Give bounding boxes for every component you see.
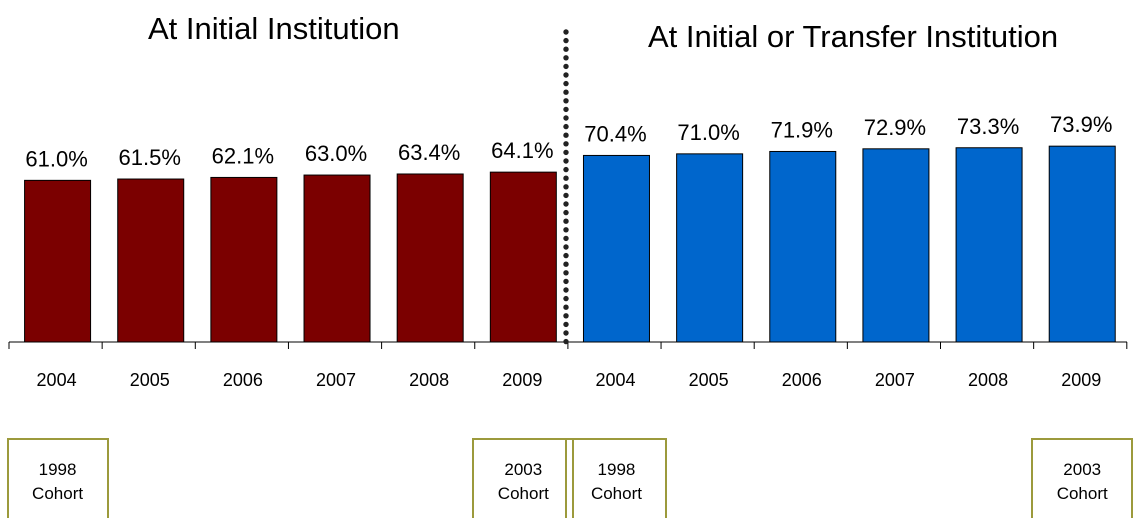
cohort-label: 1998 Cohort (32, 458, 83, 506)
data-label: 63.4% (398, 140, 460, 165)
cohort-box: 2003 Cohort (1031, 438, 1134, 518)
bar-transfer-2007 (862, 148, 930, 343)
data-label: 61.5% (119, 145, 181, 170)
group-separator-dot (563, 29, 569, 35)
group-separator-dot (563, 313, 569, 319)
bar-transfer-2009 (1048, 145, 1116, 343)
group-separator-dot (563, 123, 569, 130)
data-label: 70.4% (584, 121, 646, 146)
data-label: 62.1% (212, 143, 274, 168)
group-separator-dot (563, 55, 569, 61)
cohort-label: 1998 Cohort (591, 458, 642, 506)
x-tick-label: 2006 (223, 370, 263, 390)
x-tick-label: 2008 (409, 370, 449, 390)
cohort-word: Cohort (32, 484, 84, 503)
cohort-box: 1998 Cohort (565, 438, 668, 518)
data-label: 73.9% (1050, 112, 1112, 137)
group-separator-dot (563, 252, 569, 259)
group-separator-dot (563, 98, 569, 104)
bar-initial-2004 (24, 179, 92, 343)
group-separator-dot (563, 132, 569, 138)
group-separator-dot (563, 270, 569, 276)
bar-initial-2008 (396, 173, 464, 343)
data-label: 72.9% (864, 115, 926, 140)
group-separator-dot (563, 295, 569, 302)
title-initial-or-transfer: At Initial or Transfer Institution (648, 19, 1059, 54)
cohort-word: Cohort (1056, 484, 1108, 503)
x-tick-label: 2004 (37, 370, 77, 390)
x-tick-label: 2006 (782, 370, 822, 390)
x-tick-label: 2008 (968, 370, 1008, 390)
x-tick-label: 2007 (316, 370, 356, 390)
cohort-year: 1998 (38, 460, 77, 479)
bar-initial-2005 (117, 178, 185, 343)
group-separator-dot (563, 175, 569, 181)
bar-initial-2007 (303, 174, 371, 343)
group-separator-dot (563, 201, 569, 207)
group-separator-dot (563, 227, 569, 233)
group-separator-dot (563, 278, 569, 285)
cohort-label: 2003 Cohort (498, 458, 549, 506)
bar-transfer-2006 (769, 150, 837, 343)
group-separator-dot (563, 37, 569, 44)
cohort-box: 2003 Cohort (472, 438, 575, 518)
group-separator-dot (563, 115, 569, 121)
group-separator-dot (563, 46, 569, 52)
title-initial-institution: At Initial Institution (148, 11, 400, 46)
x-tick-label: 2009 (1061, 370, 1101, 390)
group-separator-dot (563, 261, 569, 267)
group-separator-dot (563, 338, 569, 345)
group-separator-dot (563, 192, 569, 199)
data-label: 71.9% (771, 117, 833, 142)
group-separator-dot (563, 158, 569, 164)
group-separator-dot (563, 330, 569, 336)
cohort-word: Cohort (590, 484, 642, 503)
bar-transfer-2005 (676, 153, 744, 343)
group-separator-dot (563, 80, 569, 87)
data-label: 71.0% (677, 120, 739, 145)
cohort-label: 2003 Cohort (1057, 458, 1108, 506)
x-tick-label: 2004 (595, 370, 635, 390)
group-separator-dot (563, 63, 569, 70)
cohort-year: 1998 (597, 460, 636, 479)
bar-initial-2006 (210, 176, 278, 343)
group-separator-dot (563, 209, 569, 216)
x-tick-label: 2007 (875, 370, 915, 390)
bar-transfer-2008 (955, 147, 1023, 343)
group-separator-dot (563, 141, 569, 147)
group-separator-dot (563, 244, 569, 250)
cohort-box: 1998 Cohort (6, 438, 109, 518)
group-separator-dot (563, 72, 569, 78)
group-separator-dot (563, 106, 569, 113)
group-separator-dot (563, 304, 569, 310)
bar-initial-2009 (489, 171, 557, 343)
data-label: 61.0% (25, 146, 87, 171)
group-separator-dot (563, 235, 569, 242)
group-separator-dot (563, 321, 569, 328)
cohort-year: 2003 (504, 460, 543, 479)
x-tick-label: 2005 (130, 370, 170, 390)
x-tick-label: 2009 (502, 370, 542, 390)
group-separator-dot (563, 184, 569, 190)
cohort-year: 2003 (1063, 460, 1102, 479)
group-separator-dot (563, 287, 569, 293)
data-label: 63.0% (305, 141, 367, 166)
group-separator-dot (563, 218, 569, 224)
group-separator-dot (563, 149, 569, 156)
bar-transfer-2004 (582, 154, 650, 343)
data-label: 64.1% (491, 138, 553, 163)
cohort-word: Cohort (497, 484, 549, 503)
group-separator-dot (563, 89, 569, 95)
data-label: 73.3% (957, 114, 1019, 139)
group-separator-dot (563, 166, 569, 173)
x-tick-label: 2005 (689, 370, 729, 390)
